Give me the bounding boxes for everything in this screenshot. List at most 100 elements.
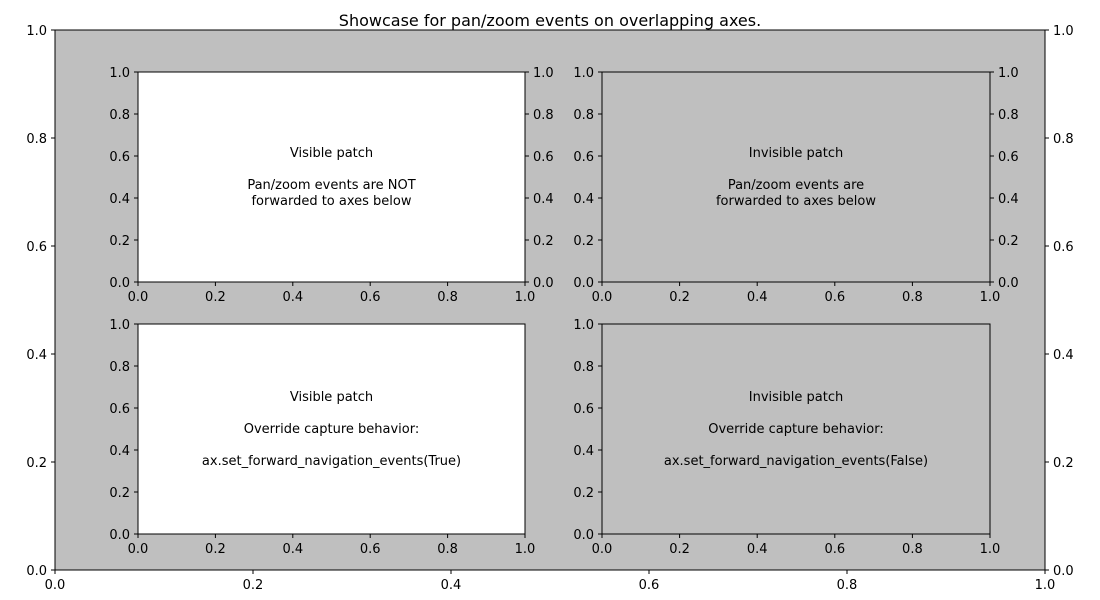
annotation-text: Invisible patch (749, 146, 843, 161)
axes-patch (601, 323, 991, 535)
axes-top-right: 0.0 0.2 0.4 0.6 0.8 1.00.00.20.40.60.81.00.00… (573, 66, 1018, 305)
axes-patch (137, 71, 526, 283)
right-y-tick-label: 0.8 (1053, 132, 1074, 147)
right-y-tick-label: 0.0 (998, 276, 1019, 291)
y-tick-label: 0.0 (573, 276, 594, 291)
right-y-tick-label: 0.4 (1053, 348, 1074, 363)
annotation-text: ax.set_forward_navigation_events(False) (664, 454, 928, 469)
x-tick-label: 0.4 (441, 578, 462, 593)
y-tick-label: 0.4 (573, 444, 594, 459)
right-y-tick-label: 0.2 (533, 234, 554, 249)
x-tick-label: 1.0 (1035, 578, 1056, 593)
y-tick-label: 0.0 (26, 564, 47, 579)
x-tick-label: 0.6 (824, 290, 845, 305)
annotation-text: Pan/zoom events are NOT (247, 178, 415, 193)
x-tick-label: 1.0 (515, 290, 536, 305)
x-tick-label: 0.0 (45, 578, 66, 593)
x-tick-label: 0.0 (128, 290, 149, 305)
x-tick-label: 0.2 (669, 290, 690, 305)
y-tick-label: 1.0 (109, 66, 130, 81)
right-y-tick-label: 0.6 (1053, 240, 1074, 255)
y-tick-label: 0.8 (26, 132, 47, 147)
axes-top-left: 0.0 0.2 0.4 0.6 0.8 1.00.00.20.40.60.81.00.00… (109, 66, 553, 305)
x-tick-label: 0.4 (282, 542, 303, 557)
y-tick-label: 0.8 (109, 360, 130, 375)
x-tick-label: 0.4 (747, 542, 768, 557)
y-tick-label: 0.8 (573, 360, 594, 375)
annotation-text: forwarded to axes below (251, 194, 411, 209)
x-tick-label: 0.6 (824, 542, 845, 557)
y-tick-label: 1.0 (573, 318, 594, 333)
y-tick-label: 0.4 (109, 444, 130, 459)
y-tick-label: 0.4 (26, 348, 47, 363)
y-tick-label: 0.2 (109, 486, 130, 501)
y-tick-label: 0.6 (109, 150, 130, 165)
x-tick-label: 0.4 (747, 290, 768, 305)
y-tick-label: 0.4 (573, 192, 594, 207)
right-y-tick-label: 0.2 (998, 234, 1019, 249)
right-y-tick-label: 0.0 (533, 276, 554, 291)
y-tick-label: 0.6 (109, 402, 130, 417)
x-tick-label: 0.8 (902, 290, 923, 305)
annotation-text: Override capture behavior: (708, 422, 883, 437)
x-tick-label: 0.2 (205, 542, 226, 557)
x-tick-label: 1.0 (980, 290, 1001, 305)
y-tick-label: 0.0 (573, 528, 594, 543)
x-tick-label: 1.0 (515, 542, 536, 557)
x-tick-label: 0.2 (243, 578, 264, 593)
y-tick-label: 0.8 (109, 108, 130, 123)
x-tick-label: 0.2 (669, 542, 690, 557)
right-y-tick-label: 0.0 (1053, 564, 1074, 579)
x-tick-label: 0.0 (128, 542, 149, 557)
annotation-text: Visible patch (290, 390, 373, 405)
axes-bottom-right: 0.0 0.2 0.4 0.6 0.8 1.0 0.0 0.2 0.4 0.6 0.8 1.0 Invi… (573, 318, 1000, 557)
x-tick-label: 0.6 (360, 542, 381, 557)
x-tick-label: 1.0 (980, 542, 1001, 557)
y-tick-label: 0.2 (26, 456, 47, 471)
annotation-text: Invisible patch (749, 390, 843, 405)
right-y-tick-label: 0.8 (998, 108, 1019, 123)
annotation-text: ax.set_forward_navigation_events(True) (202, 454, 461, 469)
y-tick-label: 0.0 (109, 276, 130, 291)
right-y-tick-label: 1.0 (533, 66, 554, 81)
annotation-text: Visible patch (290, 146, 373, 161)
right-y-tick-label: 1.0 (1053, 24, 1074, 39)
y-tick-label: 1.0 (109, 318, 130, 333)
x-tick-label: 0.0 (592, 290, 613, 305)
right-y-tick-label: 0.6 (533, 150, 554, 165)
y-tick-label: 0.2 (573, 234, 594, 249)
right-y-tick-label: 0.4 (533, 192, 554, 207)
y-tick-label: 0.6 (573, 150, 594, 165)
x-tick-label: 0.8 (437, 542, 458, 557)
x-tick-label: 0.8 (437, 290, 458, 305)
axes-patch (137, 323, 526, 535)
y-tick-label: 0.0 (109, 528, 130, 543)
annotation-text: Override capture behavior: (244, 422, 419, 437)
annotation-text: Pan/zoom events are (728, 178, 864, 193)
x-tick-label: 0.8 (902, 542, 923, 557)
right-y-tick-label: 0.2 (1053, 456, 1074, 471)
annotation-text: forwarded to axes below (716, 194, 876, 209)
x-tick-label: 0.4 (282, 290, 303, 305)
y-tick-label: 0.6 (26, 240, 47, 255)
y-tick-label: 0.6 (573, 402, 594, 417)
right-y-tick-label: 0.6 (998, 150, 1019, 165)
y-tick-label: 1.0 (573, 66, 594, 81)
x-tick-label: 0.6 (639, 578, 660, 593)
x-tick-label: 0.2 (205, 290, 226, 305)
right-y-tick-label: 0.4 (998, 192, 1019, 207)
y-tick-label: 0.2 (573, 486, 594, 501)
right-y-tick-label: 0.8 (533, 108, 554, 123)
axes-bottom-left: 0.0 0.2 0.4 0.6 0.8 1.0 0.0 0.2 0.4 0.6 0.8 1.0 Visi… (109, 318, 535, 557)
right-y-tick-label: 1.0 (998, 66, 1019, 81)
x-tick-label: 0.6 (360, 290, 381, 305)
figure-title: Showcase for pan/zoom events on overlapp… (339, 11, 761, 30)
y-tick-label: 0.4 (109, 192, 130, 207)
y-tick-label: 0.2 (109, 234, 130, 249)
y-tick-label: 0.8 (573, 108, 594, 123)
y-tick-label: 1.0 (26, 24, 47, 39)
x-tick-label: 0.0 (592, 542, 613, 557)
x-tick-label: 0.8 (837, 578, 858, 593)
axes-patch (601, 71, 991, 283)
